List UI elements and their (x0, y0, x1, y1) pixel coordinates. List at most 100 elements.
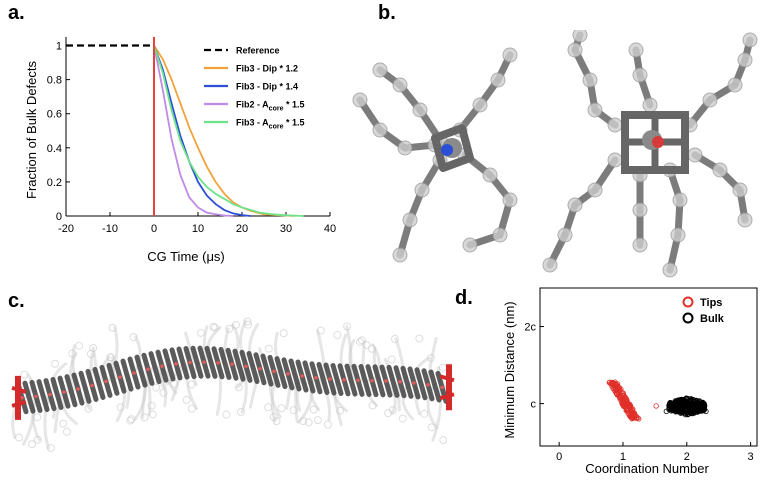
panel-a-chart: -20 -10 0 10 20 30 40 0 0.2 0.4 0.6 0.8 1 Reference Fi… (24, 37, 336, 264)
ghost-bead (243, 317, 252, 326)
ghost-bead (277, 404, 286, 413)
oxygen-atom (652, 136, 664, 148)
d-point-tips (620, 402, 626, 409)
backbone-rod (64, 374, 78, 408)
core-bead (314, 375, 318, 380)
backbone-rod (106, 362, 120, 396)
d-point-bulk (663, 408, 670, 415)
bead (392, 77, 408, 93)
a-xlabel: CG Time (μs) (147, 249, 225, 264)
ghost-bead (279, 329, 288, 338)
ghost-bead (388, 406, 397, 415)
a-xtick-label: 40 (324, 223, 336, 235)
bead (727, 77, 743, 93)
bead (702, 92, 718, 108)
a-xtick-label: 20 (236, 223, 248, 235)
core-bead (34, 394, 38, 399)
d-point-bulk (675, 397, 681, 404)
ghost-bead (387, 355, 396, 364)
a-xtick-label: 10 (192, 223, 204, 235)
bead (732, 182, 748, 198)
a-ytick-label: 0 (56, 211, 62, 223)
d-point-bulk (688, 396, 695, 403)
d-point-bulk (697, 402, 704, 408)
d-point-tips (623, 398, 630, 405)
panel-letter-a: a. (8, 2, 25, 24)
d-point-bulk (683, 396, 689, 402)
bead (412, 102, 428, 118)
ghost-bead (289, 406, 298, 415)
core-bead (244, 364, 248, 369)
backbone-rod (78, 370, 92, 404)
bead (372, 122, 388, 138)
core-bead (62, 390, 66, 394)
d-point-tips (628, 404, 634, 410)
bead (472, 97, 488, 113)
ghost-bead (323, 420, 332, 429)
ghost-bead (438, 363, 447, 372)
backbone-rod (148, 351, 162, 385)
a-ytick-label: 0.6 (47, 109, 62, 121)
ghost-bead (357, 336, 366, 345)
ghost-bead (147, 401, 156, 410)
backbone-rod (190, 345, 204, 379)
backbone-rod (246, 350, 260, 384)
d-xtick-label: 0 (556, 451, 562, 463)
d-point-tips (621, 403, 627, 410)
backbone-rod (22, 380, 36, 414)
backbone-rod (274, 356, 288, 390)
bead (490, 72, 506, 88)
d-point-tips (619, 397, 625, 403)
bead (402, 212, 418, 228)
d-point-tips (653, 403, 659, 409)
bead (628, 42, 644, 58)
core-ring (431, 124, 474, 172)
backbone-rod (288, 358, 302, 392)
bead (670, 227, 686, 243)
backbone-rod (358, 363, 372, 397)
d-point-bulk (703, 408, 709, 415)
ghost-bead (367, 344, 376, 353)
ghost-bead (225, 324, 234, 333)
molecule-left (352, 47, 518, 263)
bead (372, 62, 388, 78)
ghost-bead (187, 404, 196, 413)
core-bead (174, 362, 178, 366)
a-xtick-label: 0 (151, 223, 157, 235)
core-bead (328, 377, 332, 381)
bead (607, 152, 623, 168)
core-bead (258, 366, 262, 371)
d-ytick-label: 2c (524, 322, 536, 334)
ghost-chain (53, 391, 64, 434)
d-point-tips (615, 386, 621, 392)
bead (567, 197, 583, 213)
bead (712, 162, 728, 178)
bead (632, 202, 648, 218)
ghost-chain (156, 365, 168, 408)
ghost-chain (431, 385, 443, 442)
a-xtick-label: -10 (102, 223, 118, 235)
ghost-bead (159, 388, 168, 397)
ghost-chain (268, 369, 282, 419)
bead (607, 117, 623, 133)
core-bead (132, 371, 136, 375)
panel-letter-c: c. (8, 290, 25, 312)
core-bead (20, 395, 24, 400)
ghost-chain (43, 393, 52, 450)
backbone-rod (50, 376, 64, 410)
bead (557, 227, 573, 243)
ghost-bead (182, 395, 191, 404)
ghost-bead (84, 404, 93, 413)
a-xtick-label: 30 (280, 223, 292, 235)
ghost-bead (27, 440, 36, 449)
ghost-chain (348, 338, 358, 382)
ghost-chain (110, 356, 118, 380)
ghost-bead (75, 341, 84, 350)
ghost-bead (106, 353, 115, 362)
backbone-rod (386, 364, 400, 398)
backbone-rod (428, 369, 442, 403)
ghost-bead (231, 320, 240, 329)
ghost-chain (426, 384, 439, 429)
backbone-rod (162, 348, 176, 382)
d-point-tips (626, 412, 633, 418)
